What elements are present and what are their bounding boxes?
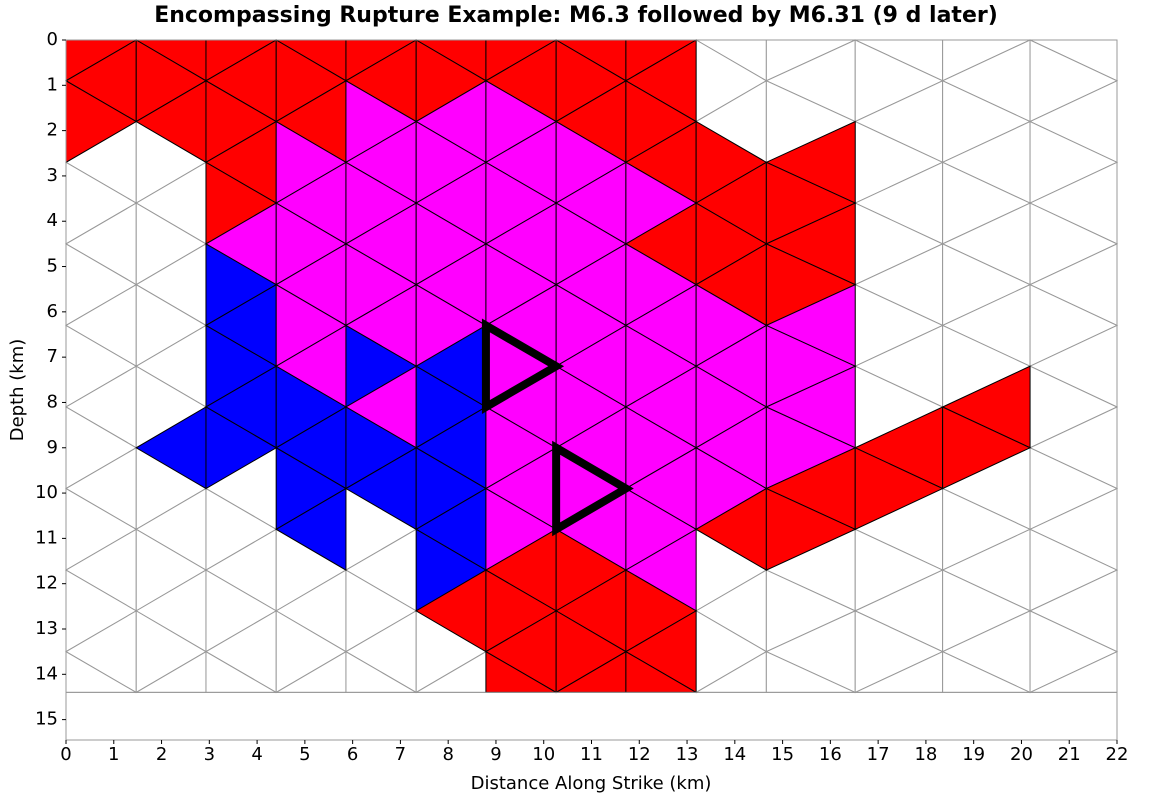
x-axis-label: Distance Along Strike (km)	[471, 773, 712, 794]
x-tick-label: 15	[771, 744, 794, 765]
x-tick-label: 7	[395, 744, 406, 765]
y-tick-label: 12	[35, 573, 58, 594]
mesh-triangle	[854, 446, 944, 531]
y-tick-label: 11	[35, 527, 58, 548]
x-tick-label: 0	[60, 744, 71, 765]
x-tick-label: 11	[580, 744, 603, 765]
y-tick-label: 6	[47, 301, 58, 322]
y-axis-label: Depth (km)	[7, 339, 28, 442]
mesh-triangle	[765, 487, 857, 571]
x-tick-label: 14	[723, 744, 746, 765]
y-tick-label: 14	[35, 663, 58, 684]
hypocenter-outline	[481, 318, 565, 414]
x-tick-label: 12	[628, 744, 651, 765]
x-tick-label: 3	[204, 744, 215, 765]
x-tick-label: 20	[1010, 744, 1033, 765]
x-tick-label: 2	[156, 744, 167, 765]
x-tick-label: 9	[490, 744, 501, 765]
x-tick-label: 18	[914, 744, 937, 765]
x-tick-label: 13	[676, 744, 699, 765]
y-tick-label: 15	[35, 709, 58, 730]
y-tick-label: 3	[47, 165, 58, 186]
y-tick-label: 5	[47, 256, 58, 277]
y-tick-label: 4	[47, 210, 58, 231]
x-tick-label: 22	[1106, 744, 1129, 765]
y-tick-label: 0	[47, 29, 58, 50]
x-tick-label: 8	[442, 744, 453, 765]
x-tick-label: 17	[867, 744, 890, 765]
y-tick-label: 1	[47, 74, 58, 95]
y-tick-label: 8	[47, 391, 58, 412]
x-tick-label: 21	[1058, 744, 1081, 765]
y-tick-label: 2	[47, 120, 58, 141]
x-tick-label: 4	[251, 744, 262, 765]
x-tick-label: 6	[347, 744, 358, 765]
chart-title: Encompassing Rupture Example: M6.3 follo…	[154, 3, 998, 28]
x-tick-label: 16	[819, 744, 842, 765]
x-tick-label: 19	[962, 744, 985, 765]
y-tick-label: 9	[47, 437, 58, 458]
x-tick-label: 5	[299, 744, 310, 765]
y-tick-label: 7	[47, 346, 58, 367]
hypocenter-outline	[552, 440, 634, 537]
x-tick-label: 10	[532, 744, 555, 765]
x-tick-label: 1	[108, 744, 119, 765]
mesh-triangle	[205, 406, 278, 490]
mesh-triangle	[275, 487, 347, 571]
y-tick-label: 10	[35, 482, 58, 503]
y-tick-label: 13	[35, 618, 58, 639]
mesh-triangle	[942, 406, 1032, 490]
